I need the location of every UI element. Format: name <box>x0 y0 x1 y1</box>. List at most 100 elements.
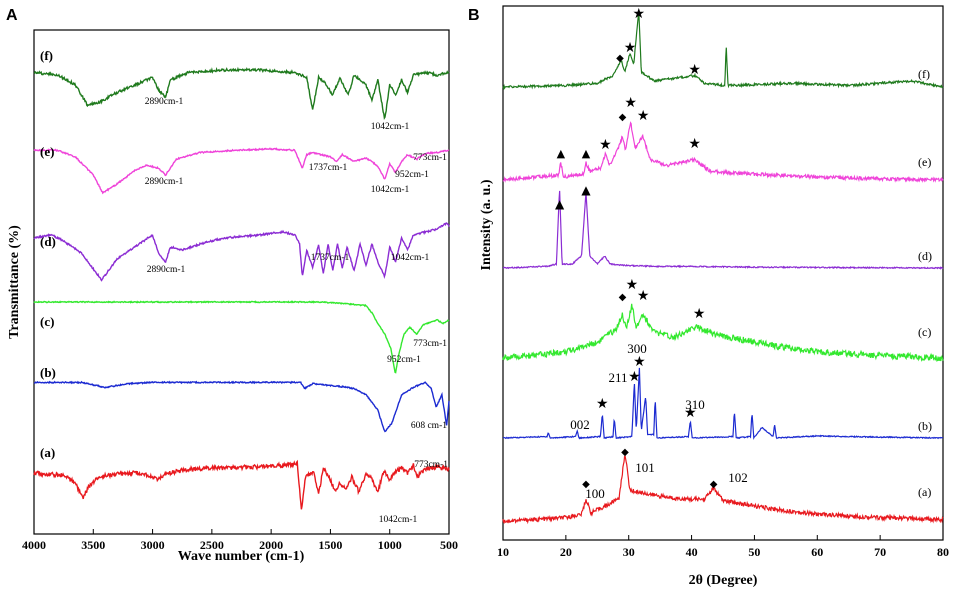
panel-b-star-marker: ★ <box>637 288 650 304</box>
panel-a-curve-label-c: (c) <box>40 314 54 329</box>
panel-a-peak-annotation: 2890cm-1 <box>145 97 184 107</box>
panel-b-series-line-e <box>502 121 944 183</box>
panel-a-annotations: 773cm-1 608 cm-1 1042cm-1 773cm-1 952cm-1 289… <box>145 97 449 525</box>
panel-a-peak-annotation: 1042cm-1 <box>371 122 410 132</box>
panel-a-peak-annotation: 1042cm-1 <box>371 185 410 195</box>
panel-b-x-tick-label: 80 <box>937 545 949 559</box>
panel-b-curve-label-e: (e) <box>918 155 931 169</box>
panel-b-curve-label-f: (f) <box>918 67 930 81</box>
panel-a-peak-annotation: 608 cm-1 <box>411 421 447 431</box>
panel-a-x-tick-label: 4000 <box>22 538 46 552</box>
panel-a-series-line-f <box>33 66 450 121</box>
panel-b-x-tick-label: 10 <box>497 545 509 559</box>
panel-b-star-marker: ★ <box>633 354 646 370</box>
panel-b-reflection-index: 101 <box>635 460 655 475</box>
panel-b-star-marker: ★ <box>624 40 637 56</box>
panel-a-peak-annotation: 2890cm-1 <box>145 177 184 187</box>
panel-b-series <box>502 13 944 525</box>
panel-b-star-marker: ★ <box>624 95 637 111</box>
panel-b-star-marker: ★ <box>599 137 612 153</box>
panel-a-series-line-a <box>33 459 450 510</box>
panel-a-frame <box>33 29 450 535</box>
panel-b-reflection-index: 211 <box>608 370 627 385</box>
panel-b-triangle-marker: ▲ <box>557 147 566 160</box>
panel-a-peak-annotation: 952cm-1 <box>395 170 429 180</box>
panel-a-series-line-c <box>33 300 450 374</box>
panel-a-x-axis: 4000 3500 3000 2500 2000 1500 1000 500 <box>22 529 458 552</box>
panel-b-x-axis: 10 20 30 40 50 60 70 80 <box>497 535 949 559</box>
panel-b-star-marker: ★ <box>688 136 701 152</box>
panel-b-triangle-marker: ▲ <box>581 183 591 197</box>
panel-a-curve-label-b: (b) <box>40 365 56 380</box>
panel-a-series-line-d <box>33 222 450 282</box>
panel-a-peak-annotation: 773cm-1 <box>414 460 448 470</box>
panel-a-peak-annotation: 2890cm-1 <box>147 265 186 275</box>
panel-b-star-marker: ★ <box>684 405 697 421</box>
panel-b-triangle-marker: ▲ <box>555 197 565 211</box>
panel-b-diamond-marker: ◆ <box>582 479 590 490</box>
panel-b-reflection-index: 300 <box>627 341 647 356</box>
panel-a-series-line-b <box>33 380 450 433</box>
panel-b-x-tick-label: 70 <box>874 545 886 559</box>
panel-b-x-tick-label: 30 <box>623 545 635 559</box>
panel-b-y-axis-title: Intensity (a. u.) <box>479 179 494 270</box>
panel-b-star-marker: ★ <box>628 369 641 385</box>
panel-b-diamond-marker: ◆ <box>710 479 718 490</box>
panel-a: 4000 3500 3000 2500 2000 1500 1000 500 (a) (b) (c… <box>7 29 458 564</box>
panel-b-x-tick-label: 40 <box>686 545 698 559</box>
panel-b-triangle-marker: ▲ <box>582 147 591 160</box>
panel-b-series-line-d <box>502 190 944 270</box>
panel-b-peak-markers: ◆◆◆★★★★◆★★★▲▲▲ ▲★◆★★★◆★★★1001011020022113… <box>555 6 748 501</box>
panel-b: 10 20 30 40 50 60 70 80 (a)(b)(c)(d)(e)(f) ◆◆◆★… <box>479 5 949 588</box>
panel-b-curve-label-b: (b) <box>918 419 932 433</box>
panel-a-peak-annotation: 1042cm-1 <box>391 253 430 263</box>
panel-b-x-tick-label: 50 <box>748 545 760 559</box>
panel-b-series-line-a <box>502 454 944 525</box>
panel-b-diamond-marker: ◆ <box>621 447 629 458</box>
panel-a-peak-annotation: 1737cm-1 <box>311 253 350 263</box>
panel-b-series-line-b <box>503 367 944 440</box>
panel-b-x-axis-title: 2θ (Degree) <box>689 573 758 588</box>
panel-a-x-tick-label: 500 <box>440 538 458 552</box>
panel-a-x-tick-label: 1000 <box>378 538 402 552</box>
panel-b-curve-label-d: (d) <box>918 249 932 263</box>
panel-a-letter: A <box>6 7 18 24</box>
panel-b-reflection-index: 100 <box>585 486 605 501</box>
panel-b-diamond-marker: ◆ <box>619 292 627 303</box>
panel-a-series-line-e <box>33 147 450 195</box>
panel-a-peak-annotation: 773cm-1 <box>413 153 447 163</box>
panel-b-reflection-index: 310 <box>685 397 705 412</box>
panel-a-peak-annotation: 773cm-1 <box>413 339 447 349</box>
panel-a-peak-annotation: 952cm-1 <box>387 355 421 365</box>
panel-b-series-line-f <box>502 13 944 91</box>
panel-b-reflection-index: 002 <box>570 417 590 432</box>
panel-b-curve-label-c: (c) <box>918 325 931 339</box>
panel-b-reflection-index: 102 <box>728 470 748 485</box>
panel-a-curve-label-e: (e) <box>40 144 54 159</box>
panel-a-x-axis-title: Wave number (cm-1) <box>178 549 305 564</box>
panel-b-letter: B <box>468 7 480 24</box>
panel-a-x-tick-label: 2000 <box>259 538 283 552</box>
panel-b-series-line-c <box>502 303 944 363</box>
panel-a-x-tick-label: 3000 <box>141 538 165 552</box>
panel-b-x-tick-label: 60 <box>811 545 823 559</box>
panel-a-series <box>33 66 450 510</box>
panel-b-star-marker: ★ <box>688 62 701 78</box>
panel-b-x-tick-label: 20 <box>560 545 572 559</box>
panel-a-x-tick-label: 2500 <box>200 538 224 552</box>
panel-a-y-axis-title: Transmittance (%) <box>7 225 22 339</box>
panel-b-star-marker: ★ <box>693 306 706 322</box>
panel-b-star-marker: ★ <box>637 108 650 124</box>
panel-a-peak-annotation: 1737cm-1 <box>309 163 348 173</box>
panel-a-x-tick-label: 3500 <box>81 538 105 552</box>
panel-b-star-marker: ★ <box>626 277 639 293</box>
panel-a-curve-label-a: (a) <box>40 445 55 460</box>
panel-a-x-tick-label: 1500 <box>318 538 342 552</box>
panel-b-curve-label-a: (a) <box>918 485 931 499</box>
panel-a-curve-label-d: (d) <box>40 234 56 249</box>
panel-b-diamond-marker: ◆ <box>619 112 627 123</box>
panel-b-curve-labels: (a) (b) (c) (d) (e) (f) <box>918 67 932 499</box>
panel-a-curve-labels: (a) (b) (c) (d) (e) (f) <box>40 48 56 460</box>
panel-b-diamond-marker: ◆ <box>616 53 624 64</box>
